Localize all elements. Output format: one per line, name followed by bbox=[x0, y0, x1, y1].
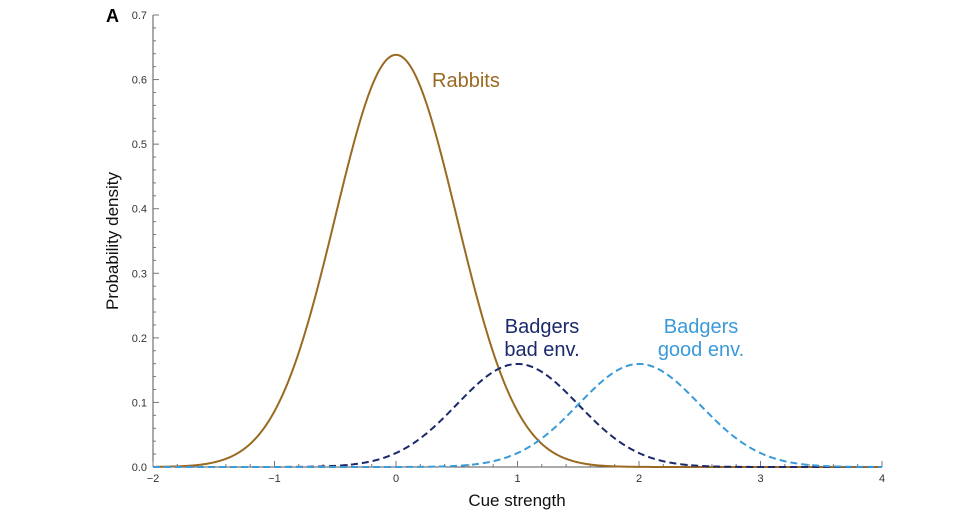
series-line-badgers-bad-env bbox=[153, 362, 882, 468]
x-axis-label: Cue strength bbox=[468, 491, 565, 510]
y-tick-label: 0.5 bbox=[132, 139, 147, 151]
panel-label: A bbox=[106, 6, 119, 26]
series-label: Badgers bbox=[664, 316, 739, 338]
y-tick-label: 0.7 bbox=[132, 10, 147, 22]
y-tick-label: 0.4 bbox=[132, 204, 147, 216]
series-line-rabbits bbox=[152, 53, 882, 468]
y-tick-label: 0.6 bbox=[132, 75, 147, 87]
x-tick-label: 3 bbox=[757, 473, 763, 485]
x-tick-label: 1 bbox=[514, 473, 520, 485]
y-tick-label: 0.2 bbox=[132, 333, 147, 345]
y-axis-label: Probability density bbox=[103, 172, 122, 310]
x-tick-label: −2 bbox=[147, 473, 160, 485]
series-label: bad env. bbox=[504, 339, 579, 361]
x-tick-label: 4 bbox=[879, 473, 885, 485]
series-label: Badgers bbox=[505, 316, 580, 338]
y-tick-label: 0.1 bbox=[132, 397, 147, 409]
y-tick-label: 0.3 bbox=[132, 268, 147, 280]
x-tick-label: 0 bbox=[393, 473, 399, 485]
series-label: Rabbits bbox=[432, 70, 500, 92]
y-tick-label: 0.0 bbox=[132, 462, 147, 474]
series-line-badgers-good-env bbox=[153, 362, 883, 468]
x-tick-label: 2 bbox=[636, 473, 642, 485]
series-label: good env. bbox=[658, 339, 744, 361]
x-tick-label: −1 bbox=[268, 473, 281, 485]
